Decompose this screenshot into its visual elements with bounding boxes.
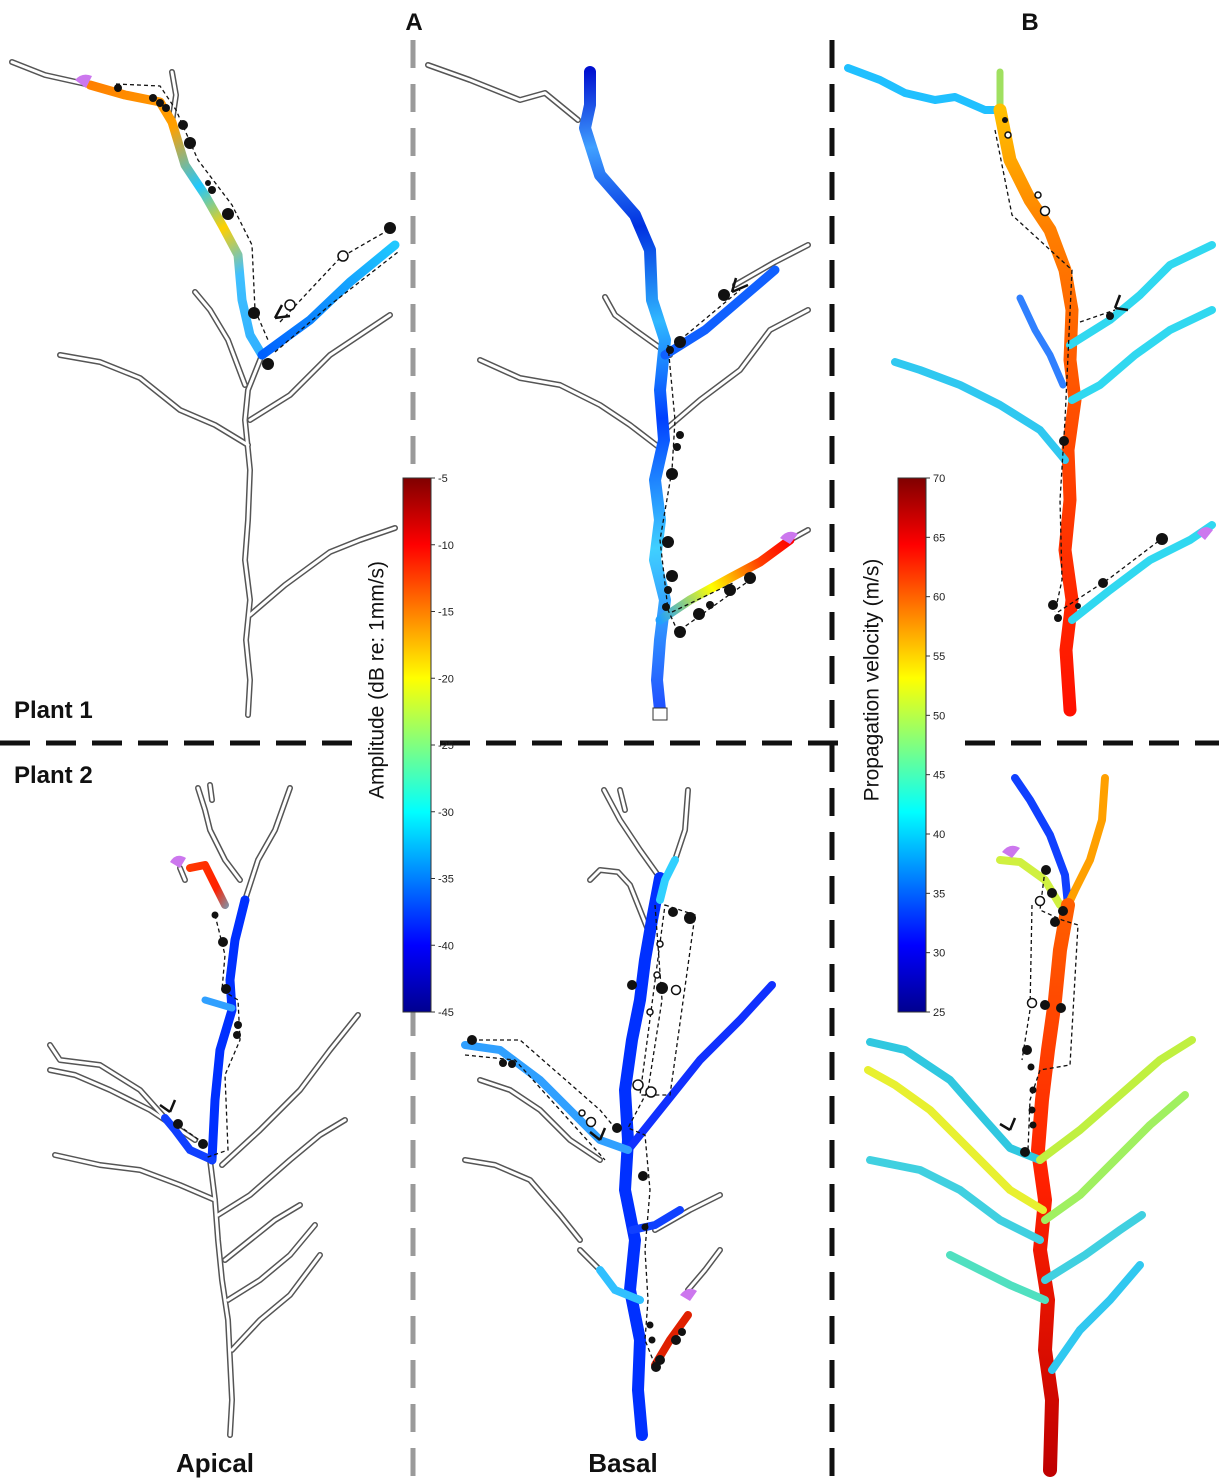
- measurement-points-a1: [114, 84, 396, 370]
- plant1-apical-colored-path: [85, 80, 267, 360]
- colorbar-tick-label: -40: [438, 940, 454, 952]
- measurement-points-b1: [662, 289, 756, 638]
- insect-marker-4: [170, 855, 186, 868]
- measurement-points-b2: [467, 907, 696, 1372]
- colorbar-tick-label: 25: [933, 1007, 945, 1019]
- apical-label: Apical: [176, 1448, 254, 1478]
- plant1-velocity-stem: [993, 103, 1082, 717]
- plant2-apical-colored-top: [186, 861, 229, 909]
- panel-label-a: A: [405, 9, 422, 36]
- measurement-points-a2: [173, 911, 242, 1149]
- plant1-apical-colored-branch: [257, 240, 400, 360]
- colorbar-velocity-title: Propagation velocity (m/s): [861, 559, 884, 802]
- plant1-velocity: [844, 64, 1216, 717]
- measurement-points-c1: [1002, 117, 1168, 622]
- colorbar-tick-label: -45: [438, 1007, 454, 1019]
- plant1-apical: [9, 59, 400, 718]
- insect-marker-3: [1197, 527, 1213, 540]
- insect-marker-6: [1002, 845, 1020, 858]
- colorbar-amplitude-gradient: [402, 477, 432, 1013]
- colorbar-tick-label: -35: [438, 874, 454, 886]
- colorbar-tick-label: 30: [933, 948, 945, 960]
- colorbar-tick-label: -25: [438, 740, 454, 752]
- colorbar-velocity-ticks: 70 65 60 55 50 45 40 35 30 25: [926, 473, 945, 1019]
- sensor-icon-a1: [273, 304, 291, 320]
- colorbar-tick-label: 35: [933, 888, 945, 900]
- basal-label: Basal: [588, 1448, 657, 1478]
- plant1-label: Plant 1: [14, 697, 93, 724]
- colorbar-tick-label: -20: [438, 673, 454, 685]
- plant1-basal-colored-stem: [579, 66, 671, 716]
- colorbar-amplitude-title: Amplitude (dB re: 1mm/s): [366, 561, 389, 799]
- colorbar-amplitude-ticks: -5 -10 -15 -20 -25 -30 -35 -40 -45: [431, 473, 454, 1019]
- colorbar-tick-label: 40: [933, 829, 945, 841]
- plant2-apical-colored-stem: [207, 895, 250, 1165]
- panel-label-b: B: [1021, 9, 1038, 36]
- plant2-apical: [47, 782, 361, 1438]
- colorbar-tick-label: 60: [933, 592, 945, 604]
- colorbar-amplitude: -5 -10 -15 -20 -25 -30 -35 -40 -45 Amplitude (dB…: [366, 473, 454, 1019]
- measurement-points-c2: [1020, 865, 1068, 1157]
- colorbar-tick-label: 45: [933, 770, 945, 782]
- insect-marker-2: [780, 531, 798, 544]
- plant1-basal-colored-branch: [655, 535, 795, 625]
- plant2-velocity: [864, 774, 1196, 1477]
- plant2-basal: [461, 787, 776, 1441]
- plant1-basal: [425, 62, 811, 721]
- colorbar-velocity: 70 65 60 55 50 45 40 35 30 25 Propagation velocit…: [861, 473, 946, 1019]
- insect-marker-5: [680, 1288, 697, 1301]
- insect-marker-1: [75, 74, 92, 88]
- plant1-apical-outline: [9, 59, 398, 718]
- colorbar-velocity-gradient: [897, 477, 927, 1013]
- colorbar-tick-label: -15: [438, 607, 454, 619]
- plant2-velocity-stem: [1031, 898, 1075, 1477]
- colorbar-tick-label: -10: [438, 540, 454, 552]
- plant2-basal-colored-stem: [619, 872, 666, 1441]
- colorbar-tick-label: -5: [438, 473, 448, 485]
- colorbar-tick-label: 70: [933, 473, 945, 485]
- colorbar-tick-label: -30: [438, 807, 454, 819]
- colorbar-tick-label: 55: [933, 651, 945, 663]
- colorbar-tick-label: 65: [933, 532, 945, 544]
- plant2-label: Plant 2: [14, 762, 93, 789]
- colorbar-tick-label: 50: [933, 710, 945, 722]
